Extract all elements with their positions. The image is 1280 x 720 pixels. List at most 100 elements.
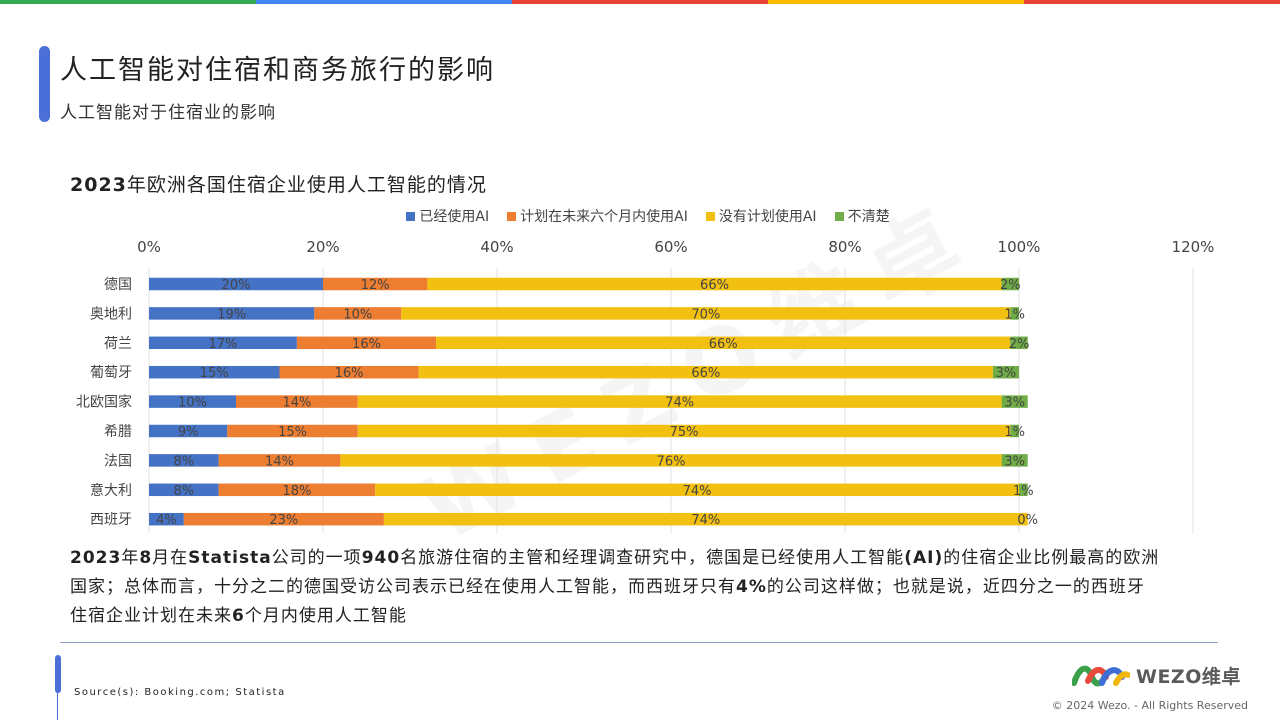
paragraph-segment: 2023 — [70, 548, 122, 568]
x-tick-label: 120% — [1172, 238, 1215, 256]
data-label: 3% — [1004, 396, 1025, 411]
data-label: 4% — [156, 513, 177, 528]
legend-label: 已经使用AI — [419, 209, 490, 225]
data-label: 3% — [1004, 454, 1025, 469]
data-label: 76% — [657, 454, 686, 469]
source-accent-bar — [55, 655, 61, 693]
legend-item: 已经使用AI — [406, 206, 489, 226]
top-stripe-segment — [1024, 0, 1280, 4]
paragraph-segment: 的住宿企业比例最高的欧洲国家；总体而言，十分之二的德国受访公司表示已经在使用人工… — [70, 548, 1160, 597]
x-tick-label: 20% — [306, 238, 339, 256]
bar-segment — [218, 454, 341, 467]
paragraph-segment: 个月内使用人工智能 — [244, 606, 407, 626]
data-label: 3% — [996, 366, 1017, 381]
title-accent-bar — [39, 46, 50, 122]
bar-segment — [149, 336, 297, 350]
data-label: 74% — [691, 513, 720, 528]
bar-segment — [236, 395, 358, 408]
bar-segment — [1010, 307, 1019, 320]
data-label: 66% — [709, 337, 738, 352]
data-label: 8% — [173, 484, 194, 499]
bar-segment — [1019, 483, 1028, 497]
data-label: 66% — [691, 366, 720, 381]
legend-item: 没有计划使用AI — [705, 206, 817, 226]
bar-segment — [1001, 277, 1019, 291]
data-label: 9% — [178, 425, 199, 440]
data-label: 17% — [208, 337, 237, 352]
bar-segment — [1001, 395, 1028, 408]
legend-label: 计划在未来六个月内使用AI — [520, 209, 688, 225]
bar-segment — [401, 307, 1011, 320]
category-label: 希腊 — [104, 424, 132, 440]
data-label: 23% — [269, 513, 298, 528]
category-label: 法国 — [104, 453, 132, 469]
bar-segment — [323, 277, 428, 291]
data-label: 19% — [217, 307, 246, 322]
paragraph-segment: 940 — [361, 548, 401, 568]
data-label: 16% — [352, 337, 381, 352]
data-label: 14% — [282, 396, 311, 411]
legend-label: 没有计划使用AI — [718, 209, 817, 225]
legend-swatch — [834, 211, 844, 221]
bar-segment — [149, 277, 323, 291]
bar-segment — [227, 424, 358, 438]
bar-segment — [427, 277, 1002, 291]
summary-paragraph: 2023年8月在Statista公司的一项940名旅游住宿的主管和经理调查研究中… — [70, 544, 1160, 631]
logo-text: WEZO维卓 — [1136, 666, 1241, 688]
category-label: 奥地利 — [90, 305, 132, 322]
bar-segment — [1010, 424, 1019, 438]
bar-segment — [149, 365, 280, 379]
paragraph-segment: 年 — [121, 548, 140, 568]
stacked-bar-chart: 0% 20% 40% 60% 80% 100% 120% 德国 20% 12% 66% 2% 奥地利 19… — [76, 238, 1215, 533]
data-label: 74% — [665, 396, 694, 411]
legend-swatch — [406, 211, 416, 221]
category-label: 北欧国家 — [76, 394, 132, 411]
bar-segment — [149, 454, 219, 467]
bar-segment — [218, 483, 376, 497]
legend-item: 计划在未来六个月内使用AI — [507, 206, 688, 226]
bar-segment — [1010, 336, 1028, 350]
x-tick-label: 80% — [828, 238, 861, 256]
data-label: 74% — [683, 484, 712, 499]
wezo-logo: WEZO维卓 — [1072, 662, 1241, 689]
bar-segment — [357, 395, 1002, 408]
legend-swatch — [705, 211, 715, 221]
data-label: 75% — [670, 425, 699, 440]
bar-segment — [183, 512, 384, 526]
data-label: 14% — [265, 454, 294, 469]
bar-segment — [149, 307, 315, 320]
bar-segment — [436, 336, 1011, 350]
bar-segment — [296, 336, 437, 350]
data-label: 1% — [1004, 425, 1025, 440]
bar-segment — [1001, 454, 1028, 467]
category-label: 德国 — [104, 277, 132, 293]
data-label: 16% — [335, 366, 364, 381]
bar-segment — [314, 307, 402, 320]
x-tick-label: 0% — [137, 238, 161, 256]
legend-item: 不清楚 — [834, 206, 890, 226]
page-title: 人工智能对住宿和商务旅行的影响 — [60, 55, 495, 86]
chart-title-year: 2023 — [70, 174, 127, 196]
data-label: 0% — [1017, 513, 1038, 528]
data-label: 20% — [222, 278, 251, 293]
logo-mark-icon — [1072, 665, 1130, 686]
bar-segment — [383, 512, 1028, 526]
paragraph-segment: Statista — [188, 548, 272, 568]
category-label: 荷兰 — [104, 336, 132, 352]
page-subtitle: 人工智能对于住宿业的影响 — [60, 103, 276, 123]
data-label: 70% — [691, 307, 720, 322]
chart-title-text: 年欧洲各国住宿企业使用人工智能的情况 — [126, 174, 487, 196]
category-label: 意大利 — [90, 482, 132, 499]
data-label: 2% — [1009, 337, 1030, 352]
top-stripe-segment — [768, 0, 1024, 4]
data-label: 66% — [700, 278, 729, 293]
paragraph-segment: 的公司这样做；也就是说，近四分之一的西班牙住宿企业计划在未来 — [70, 577, 1145, 626]
paragraph-segment: 月在 — [152, 548, 189, 568]
category-label: 葡萄牙 — [90, 365, 132, 381]
x-tick-label: 40% — [480, 238, 513, 256]
bar-segment — [375, 483, 1019, 497]
top-stripe-segment — [256, 0, 512, 4]
top-stripe-segment — [512, 0, 768, 4]
source-accent-line — [57, 690, 58, 720]
data-label: 1% — [1013, 484, 1034, 499]
